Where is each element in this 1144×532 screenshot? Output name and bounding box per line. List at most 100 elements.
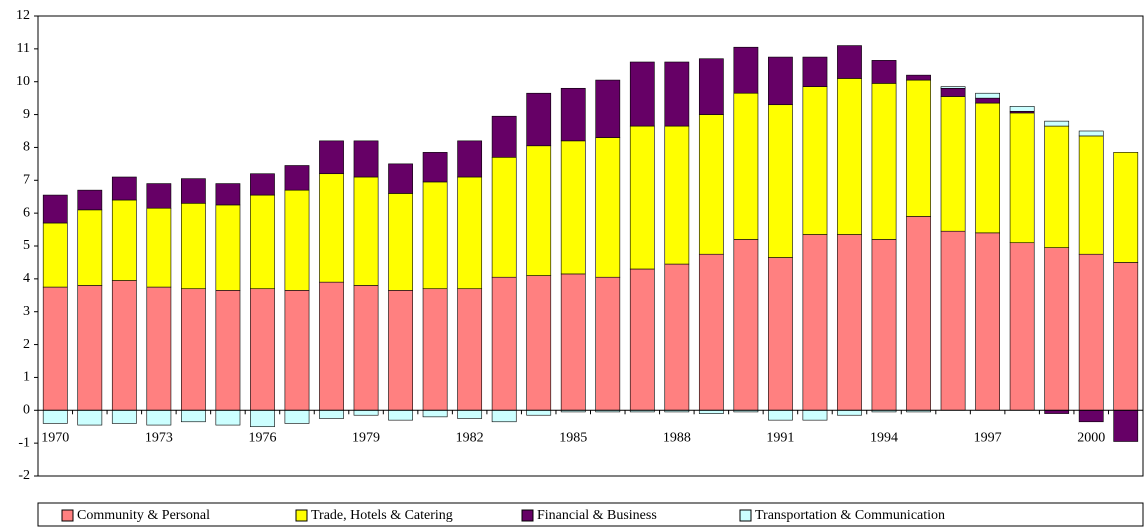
bar-segment xyxy=(1044,125,1070,248)
x-tick-label: 1979 xyxy=(352,431,380,446)
bar-segment xyxy=(1078,253,1104,411)
bar-segment xyxy=(595,137,621,278)
bar-segment xyxy=(77,189,103,211)
y-tick-label: 7 xyxy=(23,173,30,188)
bar-segment xyxy=(1009,242,1035,411)
bar-segment xyxy=(975,102,1000,234)
bar-segment xyxy=(457,409,483,419)
bar-segment xyxy=(560,87,586,142)
bar-segment xyxy=(664,125,690,265)
legend-label: Trade, Hotels & Catering xyxy=(311,508,453,523)
bar-segment xyxy=(388,409,413,421)
bar-segment xyxy=(181,202,206,290)
bar-segment xyxy=(42,286,68,411)
bar-segment xyxy=(526,409,552,416)
bar-segment xyxy=(1113,152,1139,263)
bar-segment xyxy=(698,253,724,411)
bar-segment xyxy=(146,409,172,426)
bar-segment xyxy=(664,263,690,411)
y-tick-label: 9 xyxy=(23,107,30,122)
bar-segment xyxy=(215,204,241,291)
bar-segment xyxy=(940,86,966,89)
bar-segment xyxy=(457,176,483,290)
bar-segment xyxy=(664,61,690,127)
bar-segment xyxy=(353,285,379,411)
bar-segment xyxy=(768,56,793,106)
bar-segment xyxy=(284,189,310,291)
bar-segment xyxy=(422,409,448,418)
y-tick-label: 8 xyxy=(23,140,30,155)
y-tick-label: 6 xyxy=(23,205,30,220)
bar-segment xyxy=(975,232,1000,411)
bar-segment xyxy=(457,288,483,411)
y-tick-label: 10 xyxy=(16,74,30,89)
bar-segment xyxy=(733,92,759,240)
bar-segment xyxy=(181,178,206,204)
bar-segment xyxy=(42,222,68,288)
bar-segment xyxy=(388,290,413,411)
bar-segment xyxy=(802,409,828,421)
bar-segment xyxy=(388,193,413,291)
bar-segment xyxy=(906,216,931,411)
bar-segment xyxy=(871,239,897,411)
y-tick-label: -2 xyxy=(18,468,30,483)
legend-box xyxy=(37,502,1144,527)
bar-segment xyxy=(595,79,621,138)
x-tick-label: 1985 xyxy=(559,431,587,446)
y-tick-label: 4 xyxy=(23,271,30,286)
bar-segment xyxy=(1113,262,1139,411)
bar-segment xyxy=(837,234,862,411)
bar-segment xyxy=(906,74,931,81)
bar-segment xyxy=(526,92,552,147)
bar-segment xyxy=(1078,135,1104,255)
bar-segment xyxy=(250,173,275,196)
bar-segment xyxy=(1078,409,1104,423)
bar-segment xyxy=(215,290,241,411)
bar-segment xyxy=(250,194,275,290)
bar-segment xyxy=(837,409,862,416)
bar-segment xyxy=(319,281,344,411)
bar-segment xyxy=(319,140,344,175)
x-tick-label: 1997 xyxy=(974,431,1002,446)
bar-segment xyxy=(215,183,241,206)
bar-segment xyxy=(871,83,897,240)
bar-segment xyxy=(837,45,862,79)
bar-segment xyxy=(111,409,137,424)
x-tick-label: 1994 xyxy=(870,431,898,446)
bar-segment xyxy=(802,86,828,235)
bar-segment xyxy=(146,286,172,411)
x-tick-label: 1970 xyxy=(41,431,69,446)
bar-segment xyxy=(250,409,275,428)
bar-segment xyxy=(802,56,828,87)
y-tick-label: -1 xyxy=(18,435,30,450)
bar-segment xyxy=(319,173,344,283)
bar-segment xyxy=(526,275,552,411)
legend-label: Financial & Business xyxy=(537,508,657,523)
bar-segment xyxy=(629,268,655,411)
bar-segment xyxy=(111,176,137,201)
legend-swatch xyxy=(295,509,308,522)
bar-segment xyxy=(353,409,379,416)
bar-segment xyxy=(353,176,379,286)
bar-segment xyxy=(215,409,241,426)
legend-label: Community & Personal xyxy=(77,508,210,523)
bar-segment xyxy=(284,409,310,424)
bar-segment xyxy=(388,163,413,194)
bar-segment xyxy=(698,58,724,115)
x-tick-label: 1982 xyxy=(456,431,484,446)
y-tick-label: 1 xyxy=(23,370,30,385)
bar-segment xyxy=(284,290,310,411)
bar-segment xyxy=(595,276,621,411)
bar-segment xyxy=(768,104,793,258)
bar-segment xyxy=(837,78,862,235)
bar-segment xyxy=(146,183,172,209)
bar-segment xyxy=(146,207,172,288)
y-tick-label: 11 xyxy=(17,41,30,56)
bar-segment xyxy=(975,97,1000,104)
bar-segment xyxy=(491,276,517,411)
bar-segment xyxy=(77,285,103,411)
bar-segment xyxy=(491,115,517,158)
bar-segment xyxy=(1078,130,1104,137)
bar-segment xyxy=(1009,112,1035,244)
bar-segment xyxy=(353,140,379,178)
